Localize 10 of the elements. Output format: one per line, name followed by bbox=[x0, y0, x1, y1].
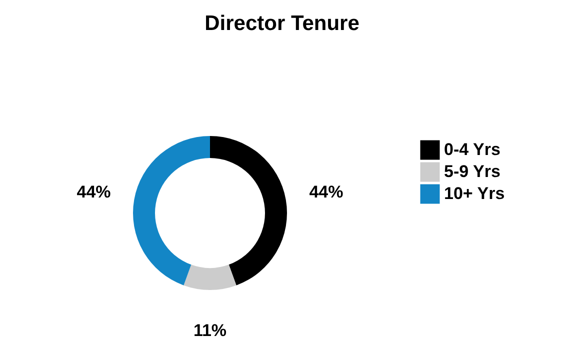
donut-slice bbox=[133, 136, 210, 286]
data-label: 11% bbox=[193, 321, 227, 340]
legend-label: 5-9 Yrs bbox=[444, 162, 500, 181]
data-label: 44% bbox=[309, 182, 344, 202]
legend-label: 0-4 Yrs bbox=[444, 140, 500, 159]
data-label: 44% bbox=[76, 182, 111, 202]
legend-label: 10+ Yrs bbox=[444, 184, 505, 203]
chart-title: Director Tenure bbox=[204, 12, 360, 35]
donut-slice bbox=[210, 136, 287, 286]
donut-slice bbox=[184, 264, 236, 290]
